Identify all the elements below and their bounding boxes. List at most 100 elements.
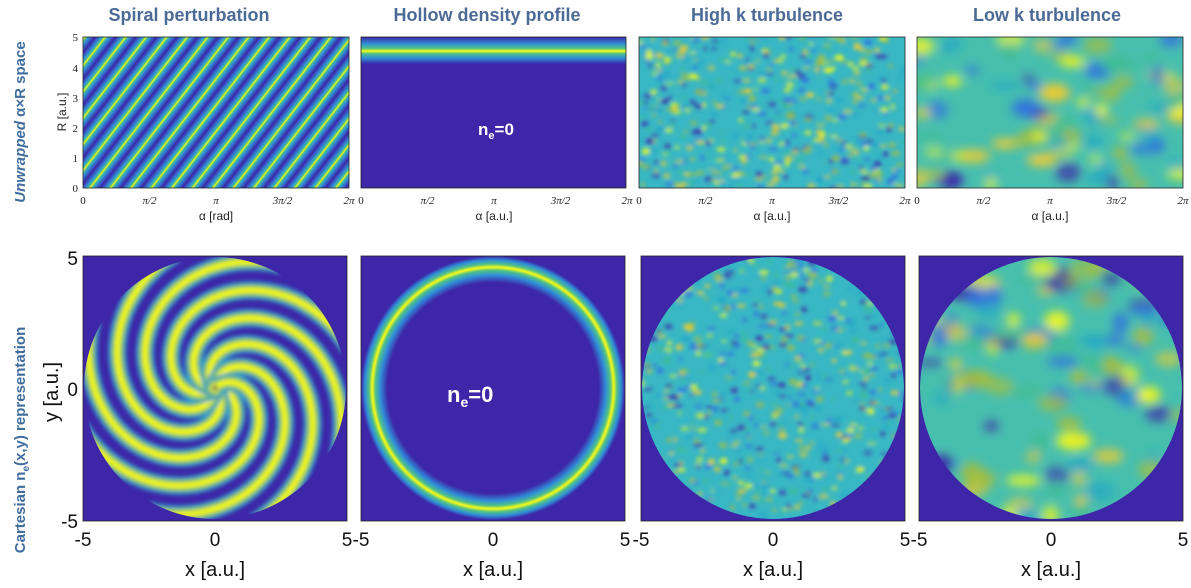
turbulence-blob [646,369,652,374]
turbulence-blob [1037,394,1069,412]
turbulence-blob [760,276,767,281]
turbulence-blob [758,513,768,518]
turbulence-blob [799,451,809,458]
turbulence-blob [784,156,794,162]
turbulence-blob [845,157,850,162]
turbulence-blob [655,126,666,133]
turbulence-blob [1027,81,1042,90]
turbulence-blob [837,114,847,120]
turbulence-blob [664,181,675,187]
turbulence-blob [882,151,889,157]
turbulence-blob [660,160,667,167]
turbulence-blob [834,97,844,102]
turbulence-blob [843,437,853,441]
turbulence-blob [834,108,844,112]
turbulence-blob [825,98,833,104]
turbulence-blob [850,37,859,39]
turbulence-blob [654,168,659,174]
turbulence-blob [917,178,924,188]
turbulence-blob [675,447,683,452]
turbulence-blob [682,56,688,62]
turbulence-blob [651,132,660,138]
turbulence-blob [681,82,687,87]
turbulence-blob [681,336,691,342]
turbulence-blob [757,78,767,83]
turbulence-blob [835,37,845,42]
turbulence-blob [739,66,745,69]
turbulence-blob [804,117,812,122]
turbulence-blob [691,37,700,44]
turbulence-blob [720,93,725,98]
turbulence-blob [941,41,955,53]
turbulence-blob [689,322,696,326]
turbulence-blob [774,110,781,114]
turbulence-blob [719,313,728,318]
turbulence-blob [669,123,676,127]
y-tick: 3 [73,93,79,105]
turbulence-blob [783,268,791,275]
turbulence-blob [1132,119,1160,129]
turbulence-blob [640,44,647,49]
turbulence-blob [741,99,747,105]
x-tick: π/2 [420,195,435,207]
turbulence-blob [736,304,746,308]
turbulence-blob [772,301,783,306]
turbulence-blob [821,350,828,354]
turbulence-blob [1099,116,1120,125]
turbulence-blob [730,387,738,394]
turbulence-blob [863,39,873,46]
turbulence-blob [895,162,904,167]
turbulence-blob [1083,81,1096,97]
y-tick: 1 [73,153,79,165]
column-title-lowk: Low k turbulence [973,5,1121,25]
turbulence-blob [880,84,889,90]
turbulence-blob [827,92,832,99]
turbulence-blob [730,304,736,309]
turbulence-blob [748,142,757,146]
turbulence-blob [734,447,742,452]
turbulence-blob [822,455,830,462]
turbulence-blob [860,463,865,467]
turbulence-blob [844,371,849,376]
turbulence-blob [695,140,706,145]
turbulence-blob [714,420,722,426]
turbulence-blob [891,167,896,172]
turbulence-blob [866,67,872,73]
turbulence-blob [757,324,768,328]
turbulence-blob [783,104,792,109]
turbulence-blob [828,78,834,84]
turbulence-blob [865,49,873,54]
turbulence-blob [883,423,888,429]
turbulence-blob [678,356,684,362]
turbulence-blob [801,364,806,369]
turbulence-blob [644,54,654,60]
x-tick: 0 [768,530,779,551]
turbulence-blob [967,470,996,481]
x-tick: 0 [358,195,364,207]
turbulence-blob [740,438,746,442]
turbulence-blob [900,68,905,73]
turbulence-blob [959,149,990,163]
turbulence-blob [833,345,838,349]
turbulence-blob [749,105,759,109]
turbulence-blob [854,433,863,439]
turbulence-blob [783,87,792,93]
turbulence-blob [724,469,730,476]
turbulence-blob [859,169,869,174]
x-tick: 0 [488,530,499,551]
turbulence-blob [899,75,904,81]
turbulence-blob [779,169,785,173]
x-tick: 0 [80,195,86,207]
column-title-spiral: Spiral perturbation [108,5,269,25]
turbulence-blob [663,389,669,393]
turbulence-blob [877,124,887,128]
turbulence-blob [748,371,756,378]
turbulence-blob [792,259,803,264]
turbulence-blob [700,369,705,375]
x-tick: -5 [75,530,92,551]
turbulence-blob [784,160,790,167]
turbulence-blob [859,382,868,386]
turbulence-blob [1066,459,1095,471]
turbulence-blob [698,342,704,347]
turbulence-blob [735,497,742,501]
